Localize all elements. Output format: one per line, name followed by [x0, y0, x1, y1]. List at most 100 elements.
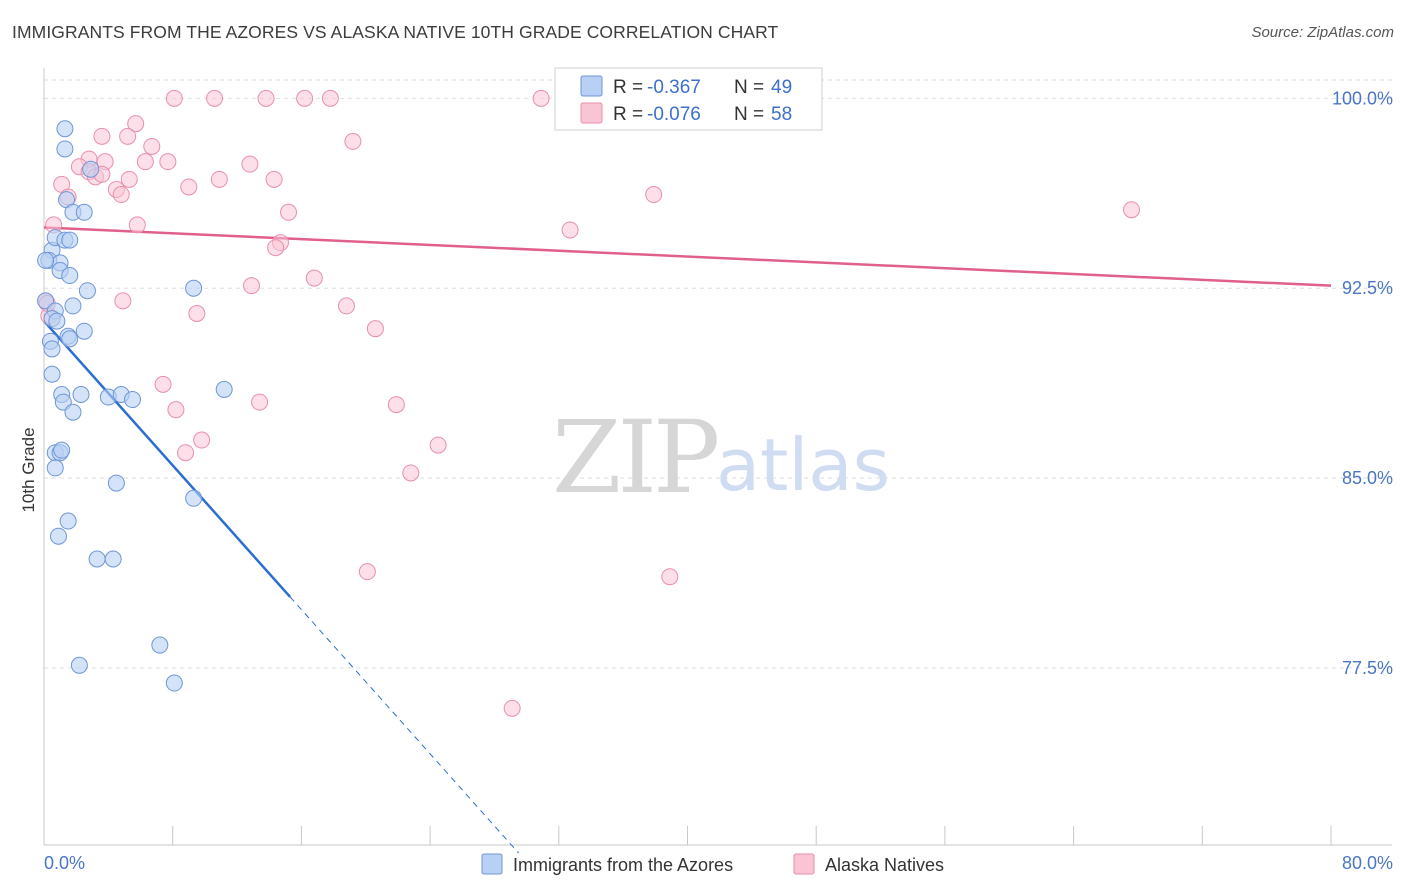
azores-point: [215, 380, 233, 398]
azores-point: [49, 527, 67, 545]
y-tick-label: 85.0%: [1342, 468, 1393, 488]
legend-r-label: R =: [613, 104, 643, 125]
series-legend-label-alaska: Alaska Natives: [825, 855, 944, 875]
azores-point: [61, 231, 79, 249]
alaska-natives-point: [321, 89, 339, 107]
watermark-atlas: atlas: [716, 423, 890, 507]
x-tick-labels: 0.0% 80.0%: [44, 853, 1393, 873]
azores-point: [43, 365, 61, 383]
alaska-natives-point: [206, 89, 224, 107]
azores-point: [107, 474, 125, 492]
watermark-zip: ZIP: [552, 399, 717, 516]
alaska-natives-point: [154, 375, 172, 393]
chart-source: Source: ZipAtlas.com: [1251, 24, 1394, 41]
azores-point: [151, 636, 169, 654]
alaska-natives-point: [645, 186, 663, 204]
alaska-natives-point: [265, 170, 283, 188]
azores-point: [104, 550, 122, 568]
azores-point: [185, 279, 203, 297]
alaska-natives-point: [93, 127, 111, 145]
azores-point: [48, 312, 66, 330]
azores-point: [78, 282, 96, 300]
y-tick-labels: 100.0% 92.5% 85.0% 77.5%: [1332, 88, 1393, 677]
azores-point: [70, 656, 88, 674]
alaska-natives-point: [167, 401, 185, 419]
alaska-natives-point: [503, 699, 521, 717]
legend-r-value: -0.076: [647, 104, 701, 125]
alaska-natives-point: [366, 320, 384, 338]
azores-point: [43, 340, 61, 358]
alaska-natives-point: [188, 305, 206, 323]
legend-box: R = -0.367 N = 49 R = -0.076 N = 58: [554, 67, 823, 131]
y-axis-title: 10th Grade: [19, 427, 38, 512]
azores-point: [82, 160, 100, 178]
legend-n-value: 49: [771, 77, 792, 98]
azores-point: [72, 385, 90, 403]
alaska-natives-point: [305, 269, 323, 287]
alaska-natives-point: [119, 127, 137, 145]
alaska-natives-point: [387, 396, 405, 414]
alaska-natives-point: [210, 170, 228, 188]
azores-point: [61, 330, 79, 348]
alaska-natives-point: [177, 444, 195, 462]
series-legend-swatch-azores: [481, 853, 503, 875]
azores-point: [123, 391, 141, 409]
azores-points: [37, 120, 233, 692]
alaska-natives-point: [143, 137, 161, 155]
alaska-natives-point: [120, 170, 138, 188]
legend-swatch-pink: [580, 102, 603, 124]
alaska-natives-point: [127, 115, 145, 133]
alaska-natives-point: [337, 297, 355, 315]
azores-point: [64, 297, 82, 315]
x-tick-label: 80.0%: [1342, 853, 1393, 873]
chart-title: IMMIGRANTS FROM THE AZORES VS ALASKA NAT…: [12, 22, 779, 42]
x-tick-label: 0.0%: [44, 853, 85, 873]
alaska-natives-trend-line: [43, 226, 1332, 287]
y-tick-label: 77.5%: [1342, 658, 1393, 678]
alaska-natives-point: [128, 216, 146, 234]
legend-swatch-blue: [580, 75, 603, 97]
alaska-natives-point: [1123, 201, 1141, 219]
y-tick-label: 100.0%: [1332, 88, 1393, 108]
series-legend: Immigrants from the Azores Alaska Native…: [481, 853, 944, 875]
alaska-natives-point: [180, 178, 198, 196]
alaska-natives-point: [251, 393, 269, 411]
alaska-natives-point: [165, 89, 183, 107]
alaska-natives-point: [159, 153, 177, 171]
alaska-natives-point: [344, 132, 362, 150]
azores-point: [61, 267, 79, 285]
azores-point: [75, 203, 93, 221]
legend-n-value: 58: [771, 104, 792, 125]
azores-point: [165, 674, 183, 692]
alaska-natives-point: [257, 89, 275, 107]
azores-trend-extension: [289, 596, 519, 854]
alaska-natives-point: [241, 155, 259, 173]
alaska-natives-point: [267, 239, 285, 257]
alaska-natives-point: [358, 563, 376, 581]
azores-point: [75, 322, 93, 340]
trend-lines: [43, 226, 1332, 854]
alaska-natives-point: [661, 568, 679, 586]
legend-n-label: N =: [734, 104, 764, 125]
axes: [43, 68, 1392, 846]
azores-point: [59, 512, 77, 530]
y-tick-label: 92.5%: [1342, 278, 1393, 298]
legend-r-label: R =: [613, 77, 643, 98]
alaska-natives-point: [193, 431, 211, 449]
alaska-natives-point: [429, 436, 447, 454]
azores-point: [37, 251, 55, 269]
alaska-natives-point: [114, 292, 132, 310]
series-legend-swatch-alaska: [793, 853, 815, 875]
azores-point: [53, 441, 71, 459]
alaska-natives-point: [296, 89, 314, 107]
legend-n-label: N =: [734, 77, 764, 98]
azores-point: [56, 120, 74, 138]
alaska-natives-point: [136, 153, 154, 171]
alaska-natives-point: [243, 277, 261, 295]
alaska-natives-point: [280, 203, 298, 221]
azores-point: [185, 489, 203, 507]
alaska-natives-point: [112, 186, 130, 204]
legend-r-value: -0.367: [647, 77, 701, 98]
azores-point: [46, 459, 64, 477]
alaska-natives-point: [532, 89, 550, 107]
